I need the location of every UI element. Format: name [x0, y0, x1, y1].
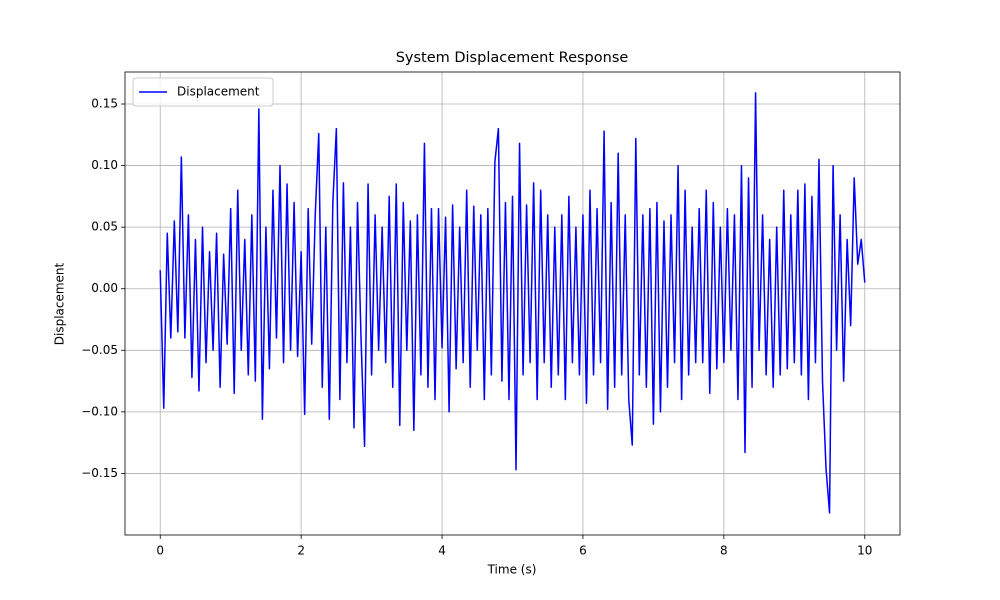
data-line — [159, 92, 866, 514]
x-tick-label: 6 — [579, 544, 587, 558]
y-tick-label: −0.15 — [81, 466, 118, 480]
y-axis-label: Displacement — [53, 262, 67, 345]
y-tick-label: 0.00 — [91, 281, 118, 295]
x-tick-label: 0 — [156, 544, 164, 558]
legend-label: Displacement — [177, 85, 260, 99]
x-tick-label: 8 — [720, 544, 728, 558]
y-tick-label: 0.15 — [91, 97, 118, 111]
y-tick-label: 0.05 — [91, 220, 118, 234]
y-tick-label: −0.05 — [81, 343, 118, 357]
chart-title: System Displacement Response — [396, 50, 629, 66]
x-tick-label: 2 — [297, 544, 305, 558]
x-tick-label: 4 — [438, 544, 446, 558]
legend-box — [132, 77, 274, 107]
y-tick-label: 0.10 — [91, 158, 118, 172]
plot-frame — [124, 71, 901, 536]
x-tick-label: 10 — [857, 544, 872, 558]
y-tick-label: −0.10 — [81, 404, 118, 418]
x-axis-label: Time (s) — [487, 563, 537, 577]
